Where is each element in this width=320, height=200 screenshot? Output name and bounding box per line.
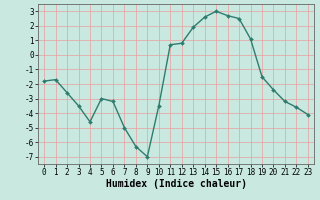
X-axis label: Humidex (Indice chaleur): Humidex (Indice chaleur): [106, 179, 246, 189]
